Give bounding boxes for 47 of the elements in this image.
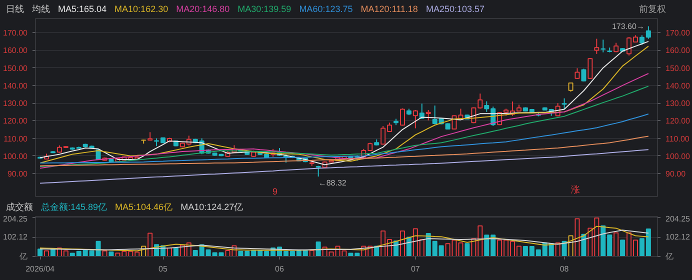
y2-tick-label: 亿 — [664, 252, 674, 261]
y2-tick-label: 90.00 — [666, 170, 686, 179]
y-tick-label: 140.00 — [3, 81, 28, 90]
y-tick-label: 110.00 — [4, 134, 28, 144]
text: MA120:111.18 — [360, 3, 418, 16]
y-tick-label: 100.00 — [3, 152, 28, 161]
chart-subtitle: 均线 — [32, 3, 50, 16]
y2-tick-label: 170.00 — [666, 28, 691, 38]
y-tick-label: 90.00 — [7, 170, 28, 179]
y-tick-label: 102.12 — [3, 232, 28, 242]
y-tick-label: 130.00 — [3, 99, 28, 108]
y2-tick-label: 204.25 — [666, 214, 691, 224]
annotation: 173.60→ — [612, 22, 644, 31]
text: MA250:103.57 — [426, 3, 484, 16]
text: MA30:139.59 — [238, 3, 292, 16]
y2-tick-label: 120.00 — [666, 116, 691, 126]
y2-tick-label: 110.00 — [666, 134, 690, 144]
annotation: ←88.32 — [318, 178, 347, 188]
x-tick-label: 06 — [275, 264, 285, 274]
x-tick-label: 08 — [560, 264, 570, 274]
y2-tick-label: 160.00 — [666, 46, 691, 56]
text: MA10:162.30 — [114, 3, 168, 16]
y2-tick-label: 100.00 — [666, 152, 691, 161]
text: MA5:165.04 — [58, 3, 107, 16]
y-tick-label: 204.25 — [3, 214, 28, 224]
chart-title: 成交额 — [6, 201, 33, 214]
y-tick-label: 170.00 — [3, 28, 28, 38]
text: 总金额:145.89亿 — [41, 201, 108, 214]
x-tick-label: 2026/04 — [26, 264, 56, 274]
y-tick-label: 160.00 — [3, 46, 28, 56]
y2-tick-label: 130.00 — [666, 99, 691, 108]
text: MA60:123.75 — [299, 3, 353, 16]
text: 前复权 — [639, 4, 666, 14]
y2-tick-label: 140.00 — [666, 81, 691, 90]
chart-title: 日线 — [6, 3, 24, 16]
y-tick-label: 150.00 — [3, 64, 28, 73]
x-tick-label: 07 — [410, 264, 420, 274]
text: MA20:146.80 — [176, 3, 230, 16]
annotation: 涨 — [570, 184, 580, 194]
text: MA10:124.27亿 — [180, 201, 244, 214]
y2-tick-label: 102.12 — [666, 232, 691, 242]
y-tick-label: 亿 — [18, 252, 28, 261]
annotation: 9 — [272, 186, 278, 196]
text: MA5:104.46亿 — [115, 201, 173, 214]
x-tick-label: 05 — [158, 264, 168, 274]
y2-tick-label: 150.00 — [666, 64, 691, 73]
y-tick-label: 120.00 — [3, 116, 28, 126]
